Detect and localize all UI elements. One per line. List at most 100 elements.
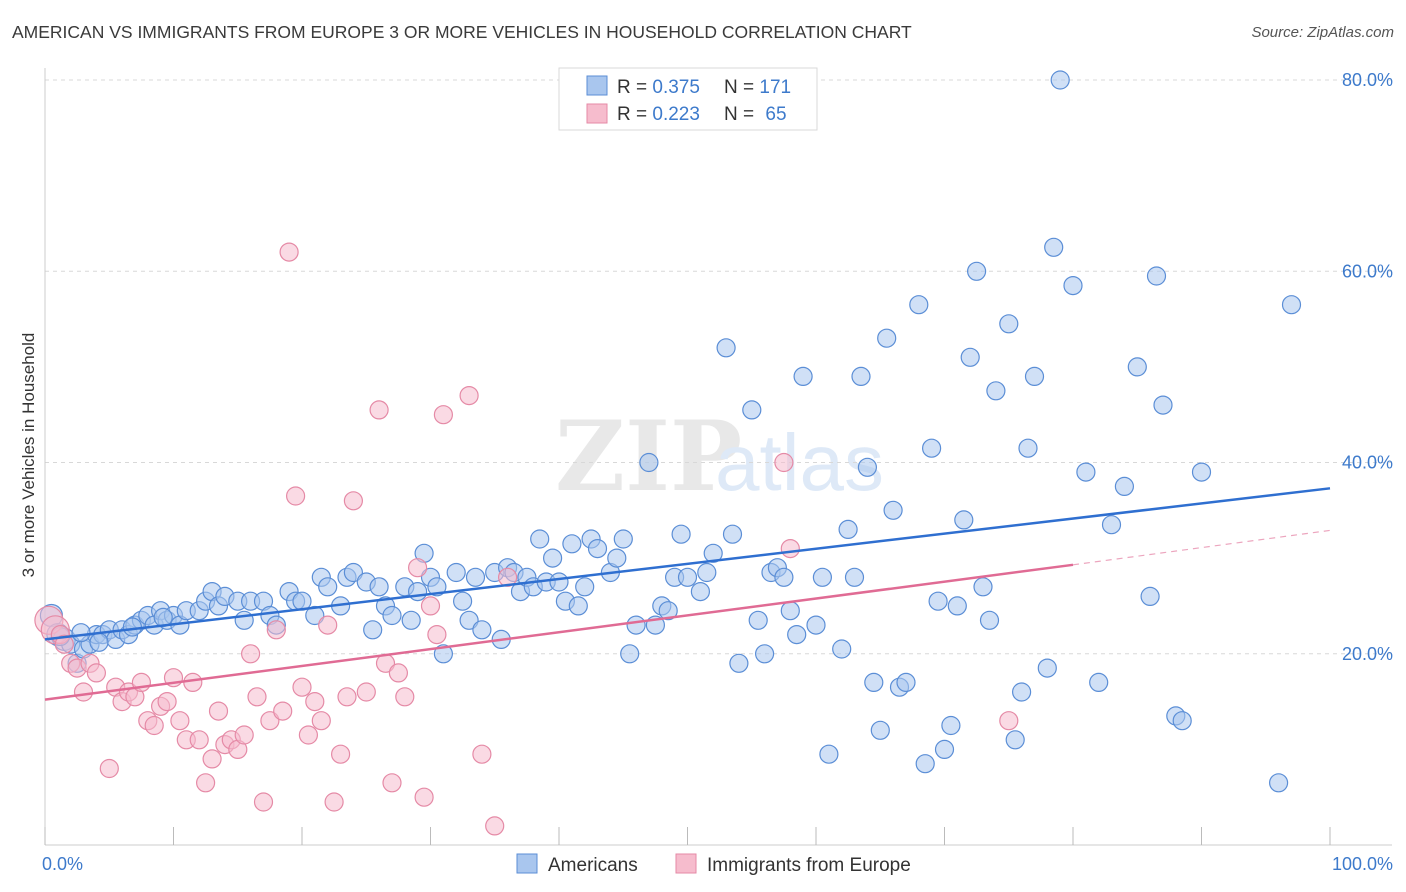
svg-text:R = 0.223: R = 0.223 [617,104,700,125]
point-americans [832,639,852,659]
point-americans [1101,515,1122,535]
point-immigrants [247,687,267,707]
point-americans [71,623,91,643]
watermark: ZIP atlas [555,400,884,513]
point-immigrants [266,620,286,640]
point-americans [1140,586,1160,607]
point-americans [1018,438,1038,458]
point-immigrants [292,677,312,697]
point-immigrants [420,596,441,616]
point-americans [819,744,839,764]
point-americans [1146,266,1167,286]
point-immigrants [260,711,280,731]
point-immigrants [999,711,1019,731]
axes [44,68,1392,846]
point-americans [806,615,826,635]
point-immigrants [208,701,229,721]
point-immigrants [485,816,505,836]
point-americans [966,261,987,281]
point-immigrants [286,486,306,506]
bottom-legend-immigrants: Immigrants from Europe [707,855,911,876]
point-americans [89,632,109,652]
point-immigrants [196,773,216,793]
point-immigrants [86,663,107,683]
point-immigrants [273,701,293,721]
point-immigrants [183,672,203,693]
point-americans [870,720,890,740]
point-americans [1153,395,1173,415]
point-americans [954,510,974,530]
legend-n-value-2: 65 [765,104,786,125]
point-immigrants [369,400,389,420]
point-americans [915,754,935,774]
point-americans [363,620,383,640]
point-immigrants [189,730,209,750]
y-axis-label: 3 or more Vehicles in Household [19,333,38,578]
legend-n-label-1: N = [724,77,759,98]
point-americans [896,672,916,693]
legend-r-label-1: R = [617,77,652,98]
point-americans [382,605,402,626]
point-americans [613,529,633,549]
legend-r-value-1: 0.375 [652,77,700,98]
x-tick-label-100: 100.0% [1332,854,1393,874]
point-immigrants [414,787,434,807]
point-immigrants [324,792,344,812]
point-americans [697,562,717,583]
svg-text:R = 0.375: R = 0.375 [617,77,700,98]
series-immigrants-from-europe [34,242,1019,836]
point-americans [979,610,1000,630]
point-americans [620,644,640,664]
point-americans [851,366,871,386]
point-americans [1063,276,1083,296]
point-americans [1114,476,1135,496]
point-immigrants [472,744,492,764]
point-americans [1191,462,1212,482]
point-americans [318,577,338,597]
point-immigrants [157,691,177,712]
point-americans [716,338,736,358]
point-americans [472,620,492,640]
tick-labels: 20.0% 40.0% 60.0% 80.0% 0.0% 100.0% [42,70,1393,874]
svg-text:N = 65: N = 65 [724,104,787,125]
point-immigrants [234,725,254,745]
point-immigrants [337,687,357,707]
point-americans [1089,672,1109,693]
point-americans [941,715,961,736]
svg-text:N = 171: N = 171 [724,77,791,98]
point-americans [754,644,775,664]
y-tick-label-80: 80.0% [1342,70,1393,90]
point-immigrants [99,758,119,779]
y-tick-label-60: 60.0% [1342,261,1393,281]
point-immigrants [427,624,447,645]
trend-line-immigrants-extension [1072,529,1331,566]
x-tick-label-0: 0.0% [42,854,83,874]
point-immigrants [459,386,479,406]
trend-line-americans [44,487,1331,641]
point-americans [722,524,743,544]
point-americans [780,601,800,621]
point-immigrants [388,663,408,683]
legend: R = 0.375 N = 171 R = 0.223 N = 65 [558,67,818,131]
legend-n-label-2: N = [724,104,759,125]
point-americans [122,617,142,637]
point-immigrants [343,491,363,511]
point-americans [433,644,453,664]
point-americans [607,548,627,568]
legend-r-label-2: R = [617,104,652,125]
point-americans [626,615,646,635]
point-americans [459,610,479,630]
point-americans [774,567,794,587]
bottom-legend: Americans Immigrants from Europe [516,853,911,876]
point-americans [928,591,948,611]
point-immigrants [279,242,299,262]
point-americans [1281,295,1302,315]
point-americans [568,596,588,616]
point-americans [960,347,980,367]
point-immigrants [408,558,428,578]
point-americans [343,562,363,583]
point-immigrants [395,687,415,707]
point-americans [671,524,691,544]
gridlines [45,79,1392,655]
point-americans [465,567,486,587]
